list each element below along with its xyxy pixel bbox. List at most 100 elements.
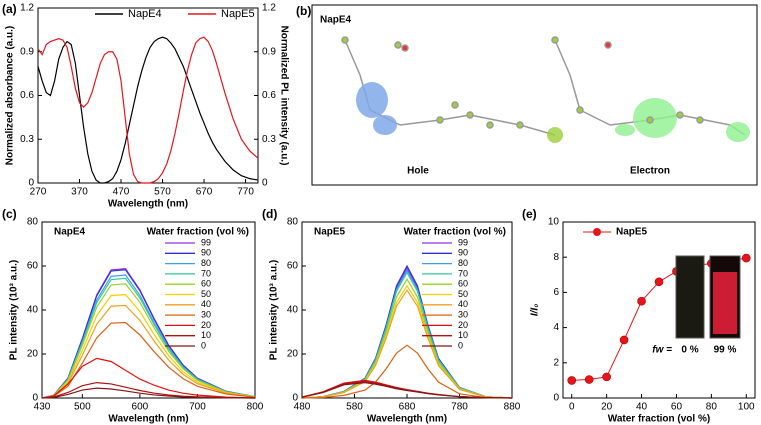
legend-label: 99	[201, 237, 211, 247]
y-tick-label: 0.9	[20, 46, 34, 57]
data-point	[567, 376, 577, 385]
legend-label: 90	[458, 248, 468, 258]
x-axis-label: Water fraction (vol %)	[608, 414, 710, 425]
y-tick-label: 40	[287, 305, 299, 316]
y2-tick-label: 1.2	[262, 3, 276, 14]
y-tick-label: 0.3	[20, 134, 34, 145]
y-tick-label: 80	[27, 217, 39, 228]
legend-label: 99	[458, 237, 468, 247]
data-point	[619, 335, 629, 345]
legend-label: NapE5	[221, 8, 255, 20]
legend-label: 80	[201, 258, 211, 268]
legend-label: 90	[201, 248, 211, 258]
x-tick-label: 480	[294, 402, 311, 413]
x-tick-label: 800	[247, 402, 264, 413]
y2-tick-label: 0	[262, 178, 268, 189]
annotation: NapE5	[314, 227, 346, 238]
x-tick-label: 60	[671, 402, 683, 413]
plot-frame	[301, 221, 513, 399]
x-tick-label: 780	[451, 402, 468, 413]
y2-tick-label: 0.3	[262, 134, 276, 145]
x-tick-label: 80	[706, 402, 718, 413]
data-point	[741, 253, 751, 263]
legend-label: 30	[201, 309, 211, 319]
series-line	[41, 387, 256, 399]
legend-label: 30	[458, 309, 468, 319]
series-line	[41, 293, 256, 399]
plot-frame	[562, 221, 756, 399]
annotation: 99 %	[714, 345, 737, 356]
series-line	[301, 284, 513, 399]
y-tick-label: 0	[28, 178, 34, 189]
panel-label: (b)	[296, 4, 311, 18]
y-axis-label: I/I₀	[530, 304, 541, 316]
panel-b: (b) NapE4 Hole Electron	[296, 4, 758, 186]
legend-label: 60	[458, 279, 468, 289]
legend-title: Water fraction (vol %)	[147, 227, 249, 238]
data-point	[654, 277, 664, 287]
y-tick-label: 60	[287, 261, 299, 272]
x-axis-label: Wavelength (nm)	[367, 414, 447, 425]
legend-label: 0	[458, 340, 463, 350]
x-tick-label: 370	[71, 187, 88, 198]
series-line	[41, 283, 256, 399]
y-tick-label: 2	[553, 357, 559, 368]
x-tick-label: 20	[601, 402, 613, 413]
caption: Hole	[407, 166, 429, 177]
annotation: fw =	[652, 345, 672, 356]
x-tick-label: 570	[154, 187, 171, 198]
series-line	[37, 36, 259, 184]
y-tick-label: 10	[548, 217, 560, 228]
inset-glow	[713, 272, 737, 334]
y-tick-label: 6	[553, 287, 559, 298]
legend-label: NapE5	[616, 227, 648, 238]
series-line	[301, 271, 513, 399]
legend-label: 20	[201, 320, 211, 330]
inset-photo	[675, 255, 705, 339]
plot-frame	[37, 7, 259, 184]
x-tick-label: 770	[237, 187, 254, 198]
legend-label: 50	[458, 289, 468, 299]
y-tick-label: 8	[553, 252, 559, 263]
series-line	[301, 278, 513, 399]
y-tick-label: 60	[27, 261, 39, 272]
legend-label: 80	[458, 258, 468, 268]
caption: Electron	[630, 166, 670, 177]
y-tick-label: 20	[287, 349, 299, 360]
annotation: 0 %	[681, 345, 698, 356]
y-tick-label: 0	[292, 393, 298, 404]
y2-axis-label: Normalized PL intensity (a.u.)	[278, 26, 289, 166]
y-tick-label: 20	[27, 349, 39, 360]
series-line	[41, 274, 256, 399]
y-tick-label: 4	[553, 322, 559, 333]
panel-label: (e)	[522, 207, 537, 221]
y-tick-label: 0	[32, 393, 38, 404]
series-line	[301, 344, 513, 399]
legend-label: 10	[458, 330, 468, 340]
panel-label: (d)	[262, 207, 277, 221]
series-line	[301, 289, 513, 399]
series-line	[41, 277, 256, 399]
panel-title: NapE4	[320, 15, 352, 26]
x-tick-label: 700	[189, 402, 206, 413]
series-line	[301, 266, 513, 399]
legend-marker	[593, 228, 601, 236]
legend-label: NapE4	[128, 8, 162, 20]
legend-label: 50	[201, 289, 211, 299]
x-tick-label: 670	[196, 187, 213, 198]
data-point	[584, 375, 594, 384]
molecule-electron	[551, 36, 750, 142]
x-tick-label: 270	[30, 187, 47, 198]
legend-label: 40	[458, 299, 468, 309]
y-tick-label: 40	[27, 305, 39, 316]
x-tick-label: 0	[569, 402, 575, 413]
legend-label: 40	[201, 299, 211, 309]
annotation: NapE4	[54, 227, 86, 238]
series-line	[41, 357, 256, 399]
panel-label: (a)	[2, 2, 17, 16]
y2-tick-label: 0.6	[262, 90, 276, 101]
x-tick-label: 600	[132, 402, 149, 413]
x-tick-label: 680	[399, 402, 416, 413]
series-line	[37, 36, 259, 184]
